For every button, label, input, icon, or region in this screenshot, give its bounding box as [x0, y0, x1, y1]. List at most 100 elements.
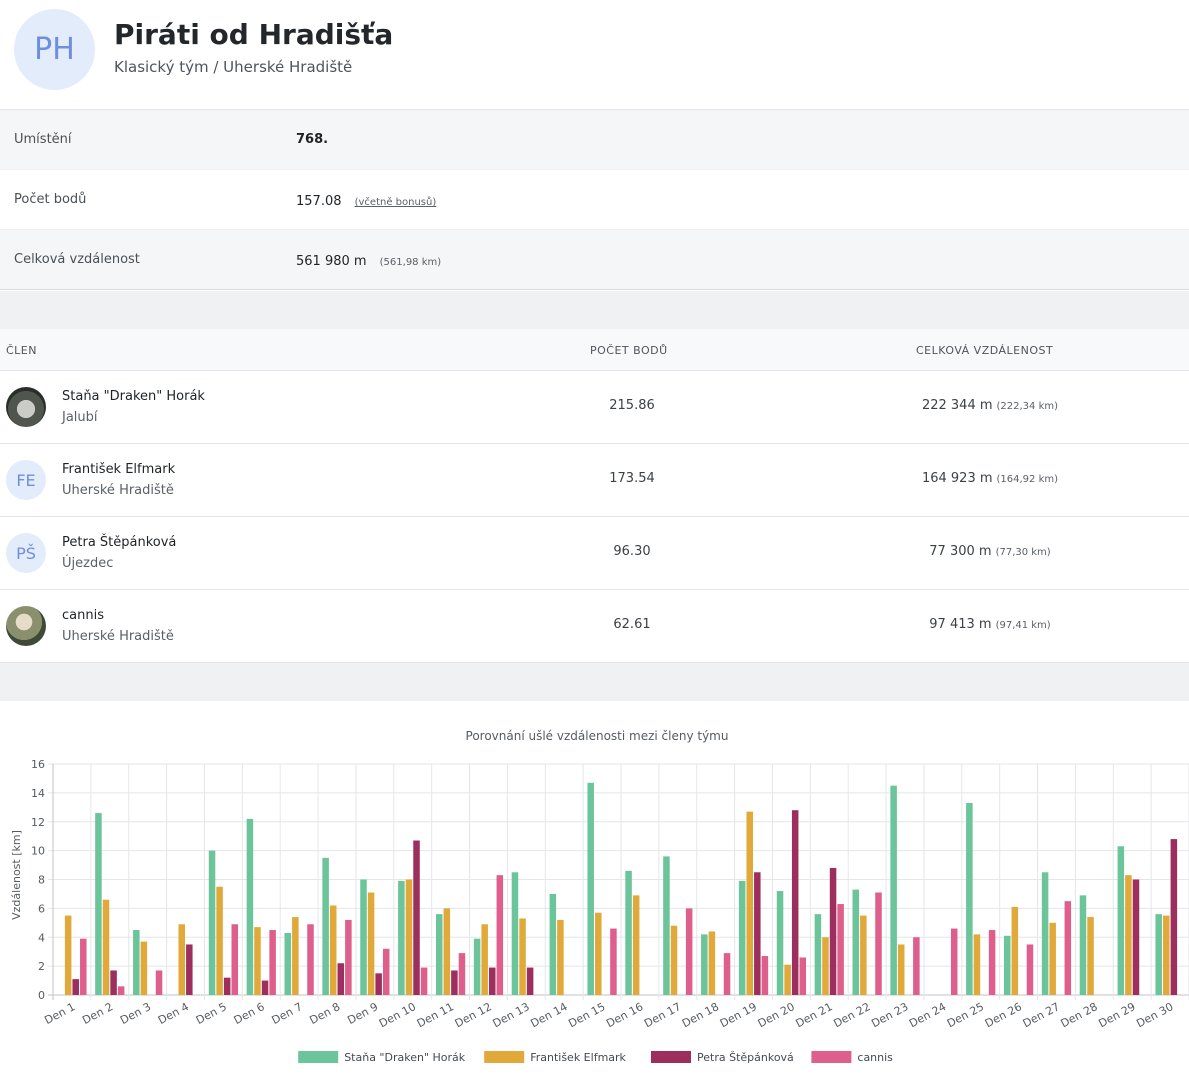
- bonus-link[interactable]: (včetně bonusů): [354, 197, 437, 208]
- bar[interactable]: [799, 957, 807, 995]
- bar[interactable]: [973, 934, 981, 995]
- bar[interactable]: [329, 905, 337, 995]
- bar[interactable]: [1011, 906, 1019, 995]
- bar[interactable]: [913, 937, 920, 995]
- bar[interactable]: [784, 964, 791, 995]
- bar[interactable]: [701, 934, 708, 995]
- bar[interactable]: [307, 924, 314, 995]
- bar[interactable]: [1087, 917, 1094, 995]
- bar[interactable]: [1064, 901, 1072, 995]
- bar[interactable]: [587, 782, 594, 995]
- bar[interactable]: [398, 880, 405, 995]
- bar[interactable]: [322, 857, 329, 995]
- bar[interactable]: [64, 915, 72, 995]
- bar[interactable]: [557, 919, 564, 995]
- bar[interactable]: [345, 919, 352, 995]
- bar[interactable]: [413, 840, 420, 995]
- bar[interactable]: [488, 967, 496, 995]
- bar[interactable]: [133, 930, 140, 995]
- bar[interactable]: [80, 938, 87, 995]
- bar[interactable]: [443, 908, 451, 995]
- table-row[interactable]: FE František Elfmark Uherské Hradiště 17…: [0, 444, 1189, 517]
- bar[interactable]: [223, 977, 231, 995]
- member-name[interactable]: cannis: [62, 608, 104, 623]
- bar[interactable]: [496, 875, 504, 995]
- bar[interactable]: [1041, 872, 1049, 995]
- member-name[interactable]: Staňa "Draken" Horák: [62, 389, 205, 404]
- legend-swatch[interactable]: [651, 1051, 691, 1063]
- table-row[interactable]: PŠ Petra Štěpánková Újezdec 96.30 77 300…: [0, 517, 1189, 590]
- bar[interactable]: [791, 810, 799, 995]
- bar[interactable]: [1026, 944, 1034, 995]
- bar[interactable]: [738, 880, 746, 995]
- bar[interactable]: [405, 879, 413, 996]
- bar[interactable]: [1117, 846, 1125, 995]
- bar[interactable]: [382, 948, 390, 995]
- bar[interactable]: [216, 886, 223, 995]
- bar[interactable]: [110, 970, 117, 995]
- bar[interactable]: [261, 980, 269, 995]
- bar[interactable]: [375, 973, 382, 995]
- bar[interactable]: [292, 917, 299, 995]
- bar[interactable]: [1125, 875, 1132, 995]
- legend-label[interactable]: Staňa "Draken" Horák: [344, 1051, 466, 1064]
- legend-swatch[interactable]: [484, 1051, 525, 1063]
- bar[interactable]: [1132, 879, 1140, 996]
- bar[interactable]: [837, 904, 844, 995]
- bar[interactable]: [890, 785, 897, 995]
- bar[interactable]: [117, 986, 125, 995]
- bar[interactable]: [284, 932, 292, 995]
- bar[interactable]: [208, 850, 216, 995]
- column-header-member[interactable]: ČLEN: [6, 344, 37, 357]
- avatar[interactable]: PŠ: [6, 533, 46, 573]
- bar[interactable]: [420, 967, 428, 995]
- bar[interactable]: [595, 912, 602, 995]
- chart-legend[interactable]: Staňa "Draken" Horák František Elfmark Pet…: [298, 1051, 893, 1064]
- bar[interactable]: [269, 930, 276, 995]
- legend-label[interactable]: cannis: [857, 1051, 893, 1064]
- bar[interactable]: [746, 811, 754, 995]
- bar[interactable]: [663, 856, 670, 995]
- table-row[interactable]: Staňa "Draken" Horák Jalubí 215.86 222 3…: [0, 371, 1189, 444]
- bar[interactable]: [625, 870, 632, 995]
- bar[interactable]: [897, 944, 905, 995]
- bar[interactable]: [670, 925, 678, 995]
- bar[interactable]: [451, 970, 458, 995]
- bar[interactable]: [549, 893, 557, 995]
- bar[interactable]: [966, 802, 973, 995]
- bar[interactable]: [1079, 895, 1087, 995]
- legend-swatch[interactable]: [811, 1051, 852, 1063]
- legend-swatch[interactable]: [298, 1051, 339, 1063]
- bar[interactable]: [102, 899, 110, 995]
- bar[interactable]: [632, 895, 640, 995]
- bar[interactable]: [254, 927, 261, 995]
- bar[interactable]: [337, 963, 345, 995]
- bar[interactable]: [822, 937, 829, 995]
- bar[interactable]: [1155, 914, 1162, 995]
- bar[interactable]: [875, 892, 882, 995]
- bar[interactable]: [685, 908, 693, 995]
- bar[interactable]: [1170, 839, 1178, 995]
- bar[interactable]: [754, 872, 761, 995]
- member-name[interactable]: Petra Štěpánková: [62, 535, 177, 550]
- column-header-points[interactable]: POČET BODŮ: [590, 344, 668, 357]
- bar[interactable]: [829, 867, 837, 995]
- table-row[interactable]: cannis Uherské Hradiště 62.61 97 413 m (9…: [0, 590, 1189, 663]
- bar[interactable]: [511, 872, 519, 995]
- column-header-distance[interactable]: CELKOVÁ VZDÁLENOST: [916, 344, 1054, 357]
- bar[interactable]: [155, 970, 163, 995]
- bar[interactable]: [95, 813, 102, 995]
- bar[interactable]: [814, 914, 822, 995]
- bar[interactable]: [481, 924, 488, 995]
- avatar[interactable]: [6, 387, 46, 427]
- bar[interactable]: [776, 891, 784, 995]
- bar[interactable]: [950, 928, 958, 995]
- bar[interactable]: [473, 938, 481, 995]
- bar[interactable]: [360, 879, 367, 996]
- bar[interactable]: [526, 967, 534, 995]
- bar[interactable]: [852, 889, 860, 995]
- legend-label[interactable]: Petra Štěpánková: [697, 1051, 794, 1064]
- legend-label[interactable]: František Elfmark: [530, 1051, 626, 1064]
- bar[interactable]: [458, 953, 466, 995]
- member-name[interactable]: František Elfmark: [62, 462, 176, 477]
